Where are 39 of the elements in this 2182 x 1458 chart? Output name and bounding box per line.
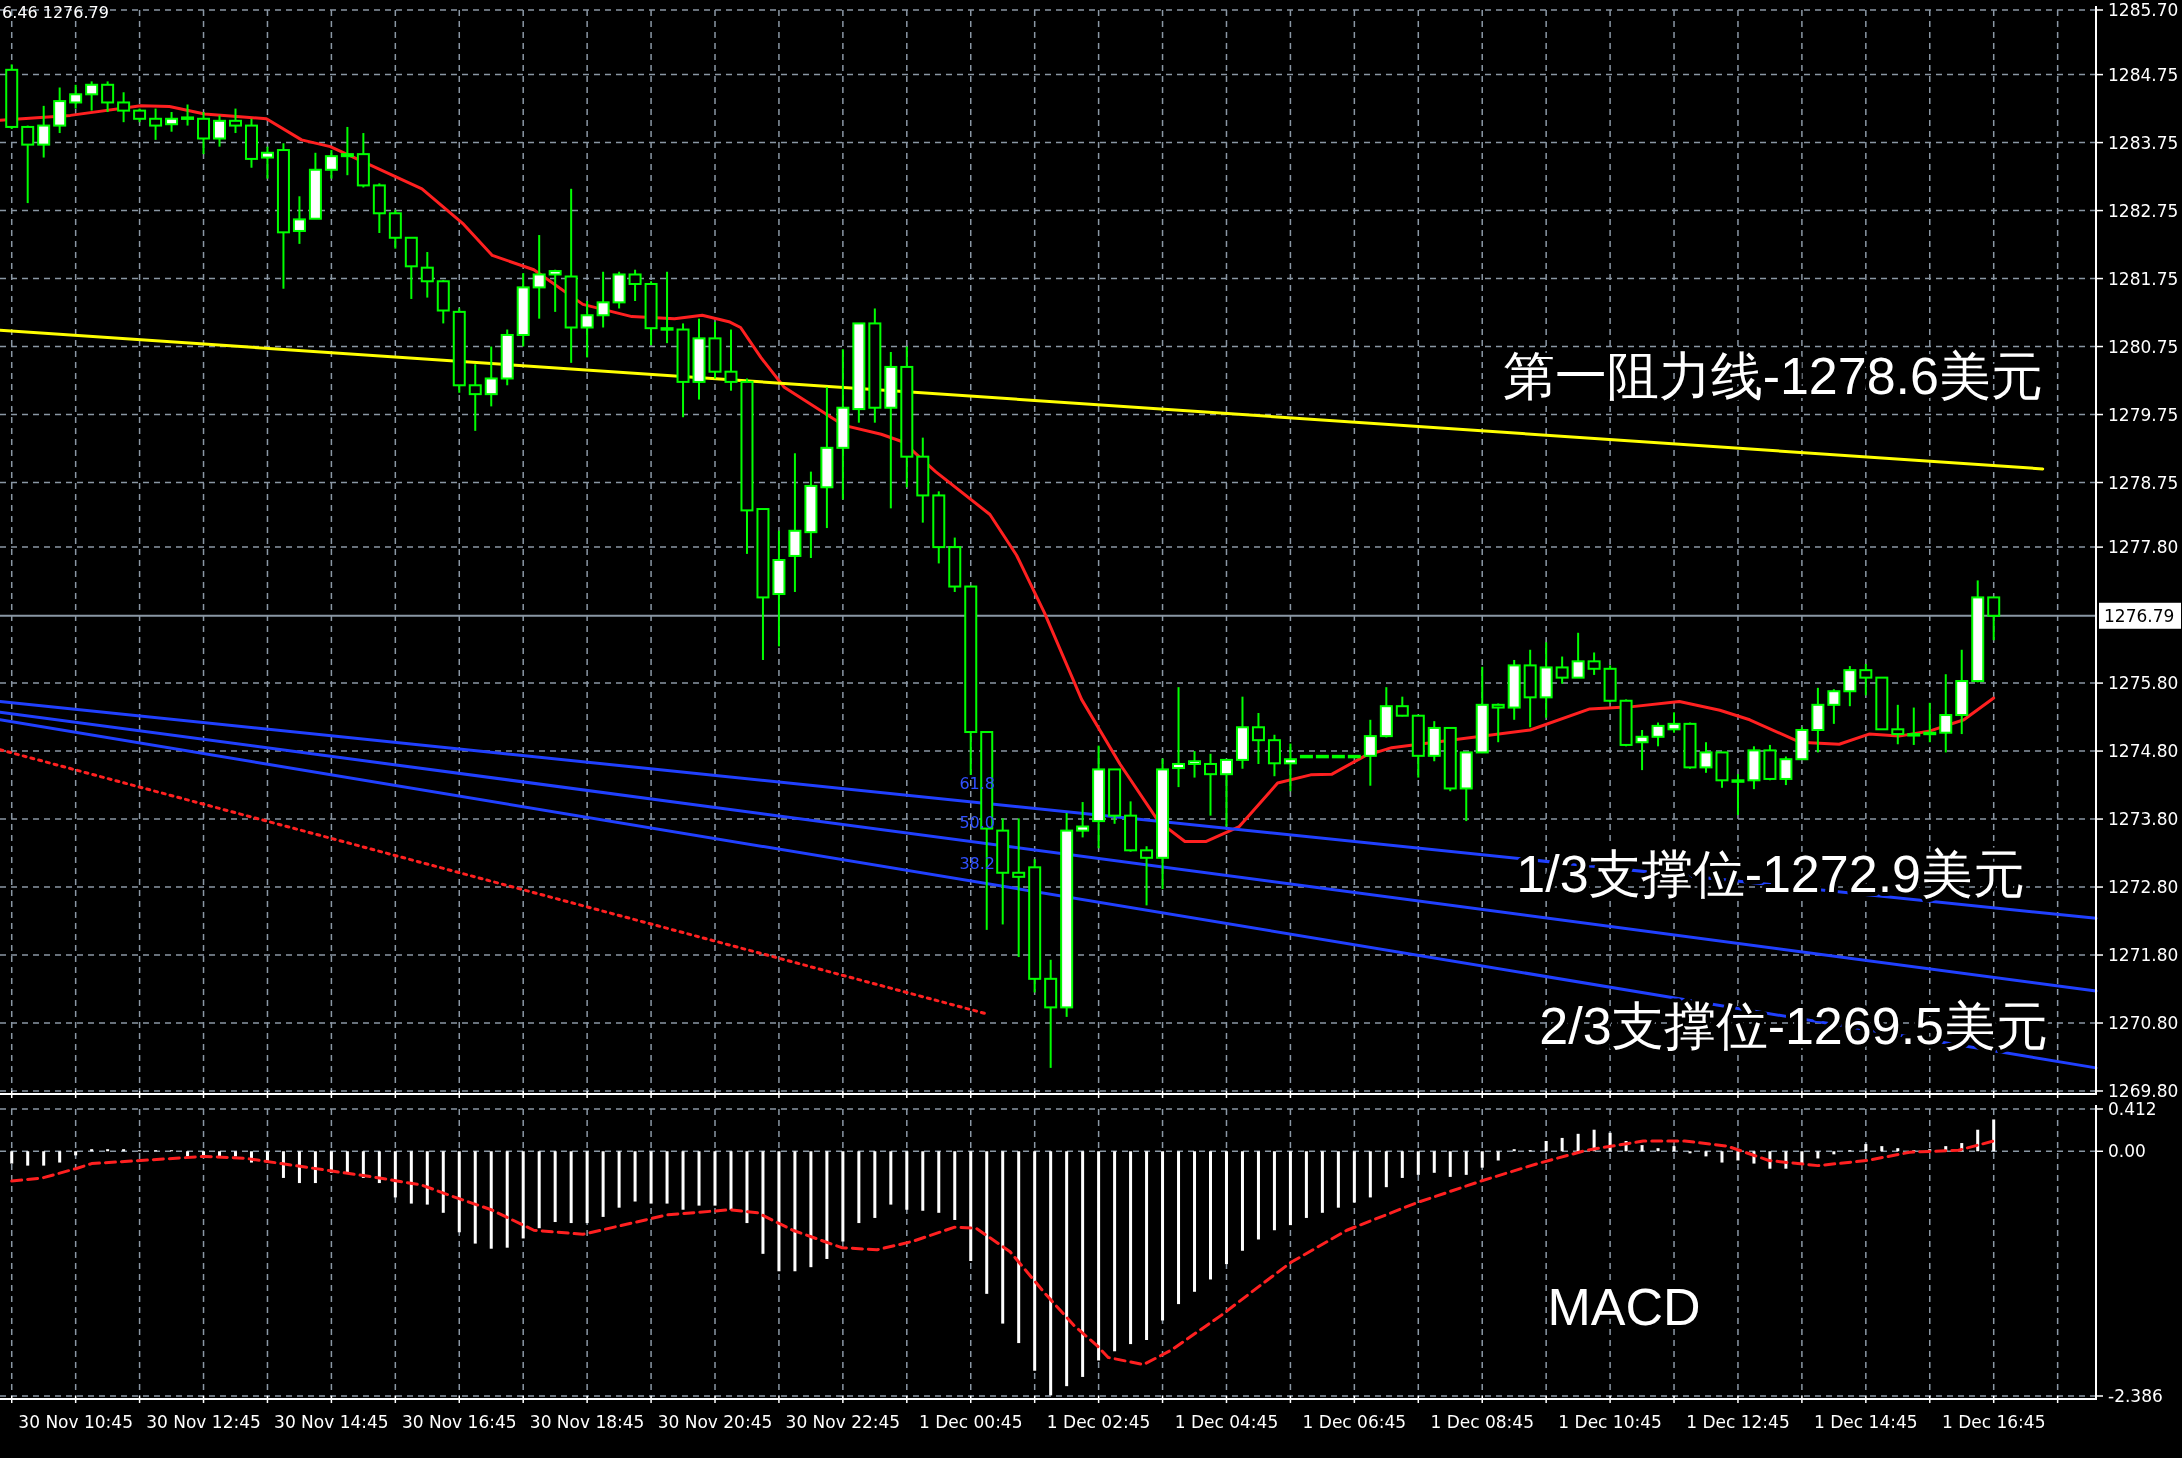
x-tick-label: 1 Dec 04:45: [1174, 1412, 1279, 1432]
y-tick-label: 1281.75: [2108, 268, 2179, 289]
y-tick-label: 1278.75: [2108, 472, 2179, 493]
ref-line-label: 1276.79: [2104, 605, 2175, 626]
x-tick-label: 30 Nov 18:45: [529, 1412, 645, 1432]
y-tick-label: 1280.75: [2108, 336, 2179, 357]
y-tick-label: 1274.80: [2108, 741, 2179, 762]
y-tick-label: 1271.80: [2108, 945, 2179, 966]
y-tick-label: 1277.80: [2108, 537, 2179, 558]
y-tick-label: 1269.80: [2108, 1081, 2179, 1101]
x-tick-label: 1 Dec 16:45: [1941, 1412, 2046, 1432]
y-tick-label: 1270.80: [2108, 1013, 2179, 1034]
x-tick-label: 1 Dec 12:45: [1686, 1412, 1790, 1432]
annotation: 第一阻力线-1278.6美元: [1502, 347, 2043, 405]
x-tick-label: 1 Dec 10:45: [1558, 1412, 1662, 1432]
x-tick-label: 30 Nov 10:45: [18, 1412, 133, 1432]
y-tick-label: 1284.75: [2108, 64, 2179, 85]
x-tick-label: 30 Nov 20:45: [657, 1412, 773, 1432]
x-tick-label: 30 Nov 22:45: [785, 1412, 901, 1432]
y-tick-label: 1275.80: [2108, 673, 2179, 694]
x-tick-label: 1 Dec 00:45: [918, 1412, 1023, 1432]
annotation: 6.46 1276.79: [2, 2, 109, 22]
y-tick-label: 1279.75: [2108, 404, 2179, 425]
x-tick-label: 1 Dec 06:45: [1302, 1412, 1407, 1432]
y-tick-label: 1272.80: [2108, 877, 2179, 898]
y-tick-label: 1285.70: [2108, 0, 2179, 20]
y-tick-label: 1282.75: [2108, 200, 2179, 221]
y-tick-label: 1283.75: [2108, 132, 2179, 153]
y-tick-label: 1273.80: [2108, 809, 2179, 830]
x-tick-label: 30 Nov 16:45: [401, 1412, 517, 1432]
x-tick-label: 1 Dec 02:45: [1046, 1412, 1151, 1432]
x-tick-label: 1 Dec 14:45: [1814, 1412, 1918, 1432]
y-tick-label: 0.00: [2108, 1141, 2146, 1162]
y-tick-label: -2.386: [2108, 1386, 2163, 1406]
y-tick-label: 0.412: [2108, 1099, 2157, 1119]
x-tick-label: 1 Dec 08:45: [1430, 1412, 1534, 1432]
annotation: MACD: [1547, 1278, 1701, 1336]
x-tick-label: 30 Nov 14:45: [274, 1412, 389, 1432]
x-tick-label: 30 Nov 12:45: [146, 1412, 261, 1432]
